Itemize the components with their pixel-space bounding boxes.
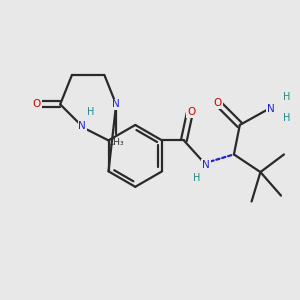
- Text: CH₃: CH₃: [108, 138, 124, 147]
- Text: O: O: [187, 107, 195, 117]
- Text: N: N: [112, 99, 120, 110]
- Text: O: O: [32, 99, 41, 110]
- Text: H: H: [283, 112, 291, 123]
- Text: H: H: [87, 107, 95, 117]
- Text: O: O: [214, 98, 222, 108]
- Text: N: N: [78, 122, 86, 131]
- Text: H: H: [194, 173, 201, 183]
- Text: H: H: [283, 92, 291, 102]
- Text: N: N: [202, 160, 210, 170]
- Text: N: N: [267, 104, 274, 114]
